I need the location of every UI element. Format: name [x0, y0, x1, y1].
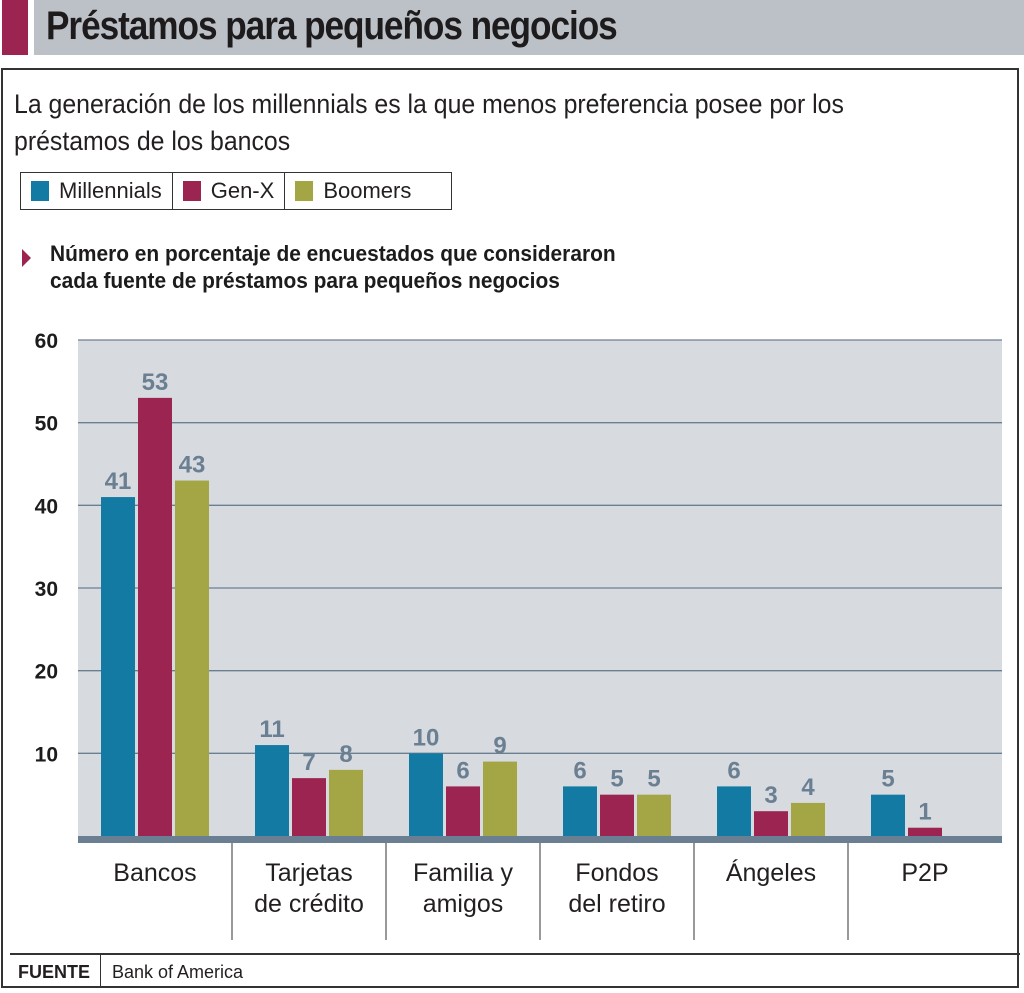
- legend-item-genx: Gen-X: [173, 173, 286, 209]
- value-label: 41: [105, 468, 132, 495]
- y-tick-label: 40: [35, 495, 58, 518]
- bar-boomers: [637, 794, 671, 836]
- bar-millennials: [409, 753, 443, 836]
- value-label: 53: [142, 369, 169, 396]
- x-axis-baseline: [78, 836, 1002, 843]
- legend-swatch-boomers: [295, 181, 314, 201]
- x-tick-label: Fondos: [575, 859, 658, 887]
- value-label: 6: [456, 757, 469, 784]
- legend: Millennials Gen-X Boomers: [20, 172, 453, 210]
- triangle-right-icon: [22, 249, 31, 267]
- bar-millennials: [871, 794, 905, 836]
- legend-label: Boomers: [323, 178, 412, 203]
- legend-item-millennials: Millennials: [21, 173, 173, 209]
- y-tick-label: 30: [35, 578, 58, 601]
- footer-divider: [10, 953, 1020, 955]
- x-tick-label: P2P: [901, 859, 948, 887]
- value-label: 9: [493, 733, 506, 760]
- value-label: 6: [727, 757, 740, 784]
- chart-note-line1: Número en porcentaje de encuestados que …: [50, 241, 616, 266]
- legend-label: Millennials: [59, 178, 162, 203]
- footer-separator: [100, 955, 101, 987]
- bar-boomers: [483, 761, 517, 836]
- bar-genx: [754, 811, 788, 836]
- chart-note: Número en porcentaje de encuestados que …: [50, 240, 616, 294]
- bar-boomers: [175, 480, 209, 836]
- x-tick-label: del retiro: [568, 890, 665, 918]
- value-label: 7: [302, 749, 315, 776]
- chart-frame: [1, 68, 1019, 988]
- bar-boomers: [329, 769, 363, 836]
- page-title: Préstamos para pequeños negocios: [46, 4, 618, 48]
- value-label: 4: [801, 774, 815, 801]
- value-label: 5: [610, 766, 623, 793]
- chart-note-line2: cada fuente de préstamos para pequeños n…: [50, 268, 560, 293]
- bar-genx: [292, 778, 326, 836]
- bar-millennials: [717, 786, 751, 836]
- x-tick-label: amigos: [423, 890, 504, 918]
- value-label: 43: [179, 452, 206, 479]
- legend-swatch-millennials: [31, 181, 49, 201]
- bar-millennials: [101, 497, 135, 836]
- bar-genx: [600, 794, 634, 836]
- value-label: 1: [918, 799, 931, 826]
- value-label: 11: [259, 716, 284, 743]
- value-label: 5: [647, 766, 660, 793]
- x-tick-label: Ángeles: [726, 858, 816, 887]
- y-tick-label: 50: [35, 413, 58, 436]
- bar-genx: [138, 397, 172, 836]
- x-tick-label: Familia y: [413, 859, 514, 887]
- y-tick-label: 20: [35, 661, 58, 684]
- x-tick-label: de crédito: [254, 890, 364, 918]
- bar-millennials: [563, 786, 597, 836]
- footer-source-label: FUENTE: [18, 962, 90, 982]
- bar-genx: [446, 786, 480, 836]
- y-tick-label: 10: [35, 743, 58, 766]
- x-tick-label: Bancos: [113, 859, 196, 887]
- value-label: 8: [339, 741, 352, 768]
- bar-genx: [908, 827, 942, 836]
- legend-label: Gen-X: [210, 178, 275, 203]
- legend-item-boomers: Boomers: [285, 173, 451, 209]
- value-label: 6: [573, 757, 586, 784]
- x-tick-label: Tarjetas: [265, 859, 353, 887]
- title-accent-bar: [2, 0, 28, 55]
- title-bar: [34, 0, 1024, 55]
- y-tick-label: 60: [35, 330, 58, 353]
- value-label: 3: [764, 782, 777, 809]
- value-label: 10: [413, 724, 440, 751]
- legend-swatch-genx: [182, 181, 201, 201]
- footer-source: Bank of America: [112, 962, 244, 982]
- chart-subtitle: La generación de los millennials es la q…: [14, 89, 844, 156]
- bar-millennials: [255, 745, 289, 836]
- value-label: 5: [881, 766, 894, 793]
- bar-boomers: [791, 802, 825, 836]
